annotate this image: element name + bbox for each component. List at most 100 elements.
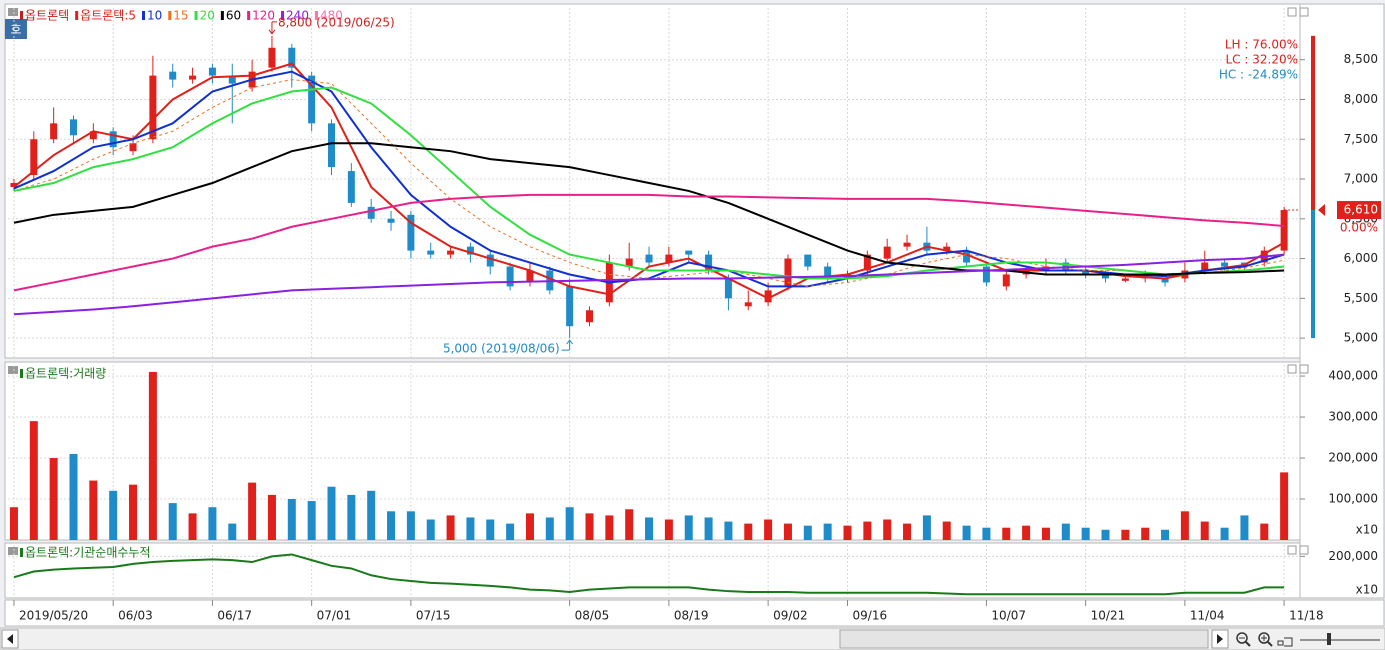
volume-bar [883, 519, 892, 540]
candle-body [109, 131, 117, 148]
volume-bar [982, 527, 991, 540]
window-button[interactable] [1287, 545, 1297, 555]
candle-body [367, 206, 375, 219]
y-tick-label: 400,000 [1328, 369, 1378, 383]
volume-bar [565, 507, 574, 540]
volume-bar [69, 453, 78, 540]
volume-bar [506, 523, 515, 540]
y-tick-label: 5,000 [1344, 331, 1378, 345]
volume-bar [724, 521, 733, 540]
window-button[interactable] [1299, 7, 1309, 17]
candle-body [744, 302, 752, 307]
legend-marker [314, 11, 318, 20]
panel-icon [8, 547, 18, 555]
legend-label: 240 [286, 9, 309, 23]
volume-bar [1061, 523, 1070, 540]
last-price-arrow [1318, 204, 1325, 217]
candle-body [149, 75, 157, 140]
institution-panel [4, 542, 1301, 599]
candle-body [30, 139, 38, 176]
ma-line [13, 86, 1285, 280]
volume-bar [387, 511, 396, 540]
y-tick-label: 6,000 [1344, 251, 1378, 265]
volume-bar [704, 517, 713, 540]
y-tick-label: 100,000 [1328, 492, 1378, 506]
volume-bar [248, 482, 257, 540]
volume-bar [49, 458, 58, 540]
volume-bar [1280, 472, 1289, 540]
candle-body [705, 254, 713, 271]
button-label: 호 [10, 23, 21, 37]
volume-bar [486, 519, 495, 540]
candle-body [526, 270, 534, 283]
y-tick-label: 7,500 [1344, 132, 1378, 146]
candle-body [863, 254, 871, 271]
zoom-icon [1267, 641, 1273, 647]
candle-body [1102, 274, 1110, 279]
panel-icon [8, 366, 18, 374]
candle-body [407, 214, 415, 251]
slider-handle[interactable] [1327, 633, 1331, 645]
annotation: 5,000 (2019/08/06) [443, 342, 560, 356]
candle-body [665, 254, 673, 263]
legend-label: 120 [252, 9, 275, 23]
legend-label: 10 [147, 9, 162, 23]
x-tick-label: 2019/05/20 [19, 609, 88, 623]
candle-body [1221, 262, 1229, 267]
legend-marker [194, 11, 198, 20]
candle-body [169, 71, 177, 80]
annotation-arrow [561, 339, 574, 351]
candle-body [883, 246, 891, 259]
volume-bar [823, 523, 832, 540]
candle-body [208, 67, 216, 76]
panel-title: 옵트론텍:거래량 [25, 367, 106, 381]
volume-bar [545, 517, 554, 540]
window-button[interactable] [1299, 545, 1309, 555]
bar-icon[interactable] [1277, 637, 1293, 647]
x-tick-label: 06/03 [118, 609, 153, 623]
volume-bar [605, 515, 614, 540]
volume-panel [4, 361, 1301, 541]
legend-marker [20, 11, 23, 20]
y-tick-label: 200,000 [1328, 451, 1378, 465]
zoom-icon [1245, 641, 1251, 647]
volume-bar [803, 525, 812, 540]
legend-label: 20 [200, 9, 215, 23]
legend-marker [20, 369, 23, 378]
volume-bar [148, 371, 157, 540]
y-tick-label: 200,000 [1328, 549, 1378, 563]
zoom-out[interactable] [1236, 632, 1248, 644]
volume-bar [426, 519, 435, 540]
range-bar-low [1311, 210, 1315, 339]
volume-bar [168, 503, 177, 540]
candle-body [566, 286, 574, 327]
volume-bar [764, 519, 773, 540]
volume-bar [744, 523, 753, 540]
candle-body [784, 258, 792, 287]
y-tick-label: 5,500 [1344, 291, 1378, 305]
legend-label: 480 [320, 9, 343, 23]
volume-bar [585, 513, 594, 540]
candle-body [1002, 274, 1010, 287]
volume-bar [1141, 527, 1150, 540]
volume-bar [446, 515, 455, 540]
scroll-thumb[interactable] [839, 629, 1209, 649]
window-button[interactable] [1287, 364, 1297, 374]
ma-line [13, 253, 1285, 316]
volume-bar [1121, 529, 1130, 540]
zoom-in[interactable] [1258, 632, 1270, 644]
button[interactable] [5, 19, 27, 39]
candle-body [764, 290, 772, 303]
candle-body [387, 218, 395, 223]
window-button[interactable] [1299, 364, 1309, 374]
volume-bar [525, 513, 534, 540]
window-button[interactable] [1287, 7, 1297, 17]
unit-label: x10 [1356, 583, 1378, 597]
candle-body [1201, 262, 1209, 271]
volume-bar [466, 517, 475, 540]
arrow-icon [7, 634, 13, 644]
volume-bar [1260, 523, 1269, 540]
legend-label: 60 [226, 9, 241, 23]
unit-label: x10 [1356, 523, 1378, 537]
candle-body [685, 250, 693, 255]
